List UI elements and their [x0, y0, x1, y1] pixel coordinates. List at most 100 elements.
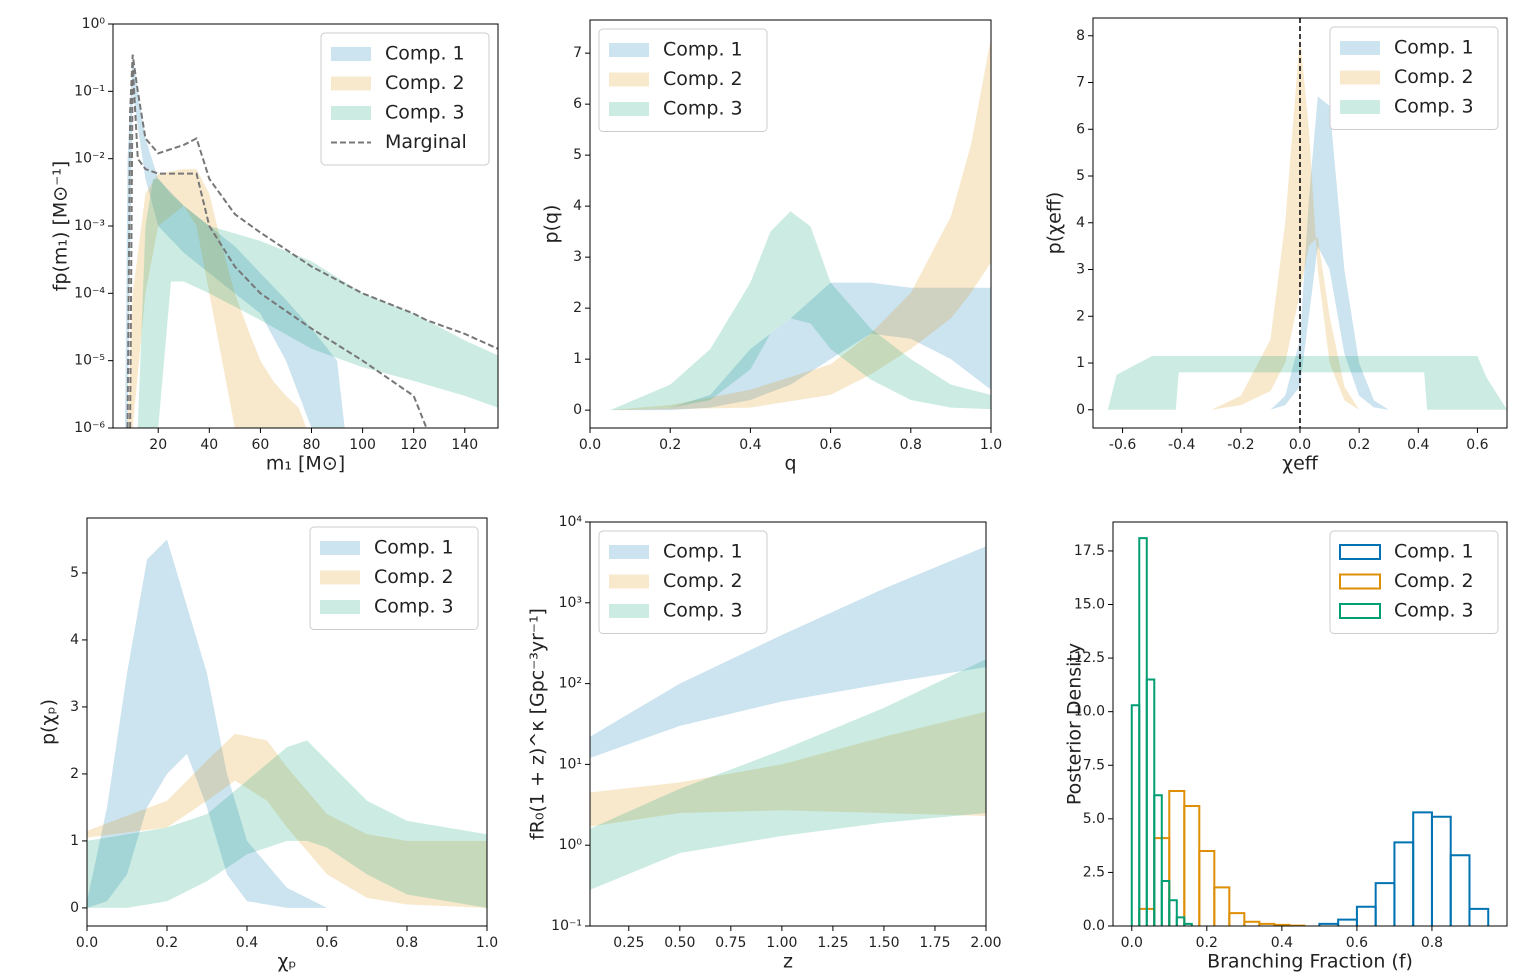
histogram-bin [1183, 804, 1201, 926]
legend-swatch [331, 76, 371, 91]
legend-box [309, 526, 479, 630]
legend-label: Comp. 3 [385, 102, 465, 124]
histogram-bin [1355, 905, 1377, 926]
band [127, 169, 307, 428]
y-tick-label: 4 [573, 198, 582, 214]
panel: 0.25 0.50 0.75 1.00 1.25 1.50 1.75 2.00 10⁻¹ 10⁰ 1… [527, 514, 1002, 973]
marginal-line [129, 64, 428, 428]
legend-label: Comp. 1 [1394, 37, 1474, 59]
band [87, 539, 327, 908]
legend-swatch [320, 600, 360, 614]
x-tick-label: 0.4 [1407, 437, 1429, 453]
legend-swatch [1340, 41, 1380, 55]
y-tick-label: 1 [573, 351, 582, 367]
histogram-bin [1374, 882, 1396, 926]
y-tick-label: 10⁴ [559, 514, 583, 530]
x-tick-label: 0.2 [1196, 935, 1218, 951]
x-tick-label: 0.2 [659, 437, 681, 453]
y-tick-label: 10⁻⁶ [74, 420, 105, 436]
axes-frame [1092, 17, 1508, 429]
y-tick-label: 1 [1076, 355, 1085, 371]
y-tick-label: 6 [1076, 121, 1085, 137]
legend-swatch [609, 545, 649, 559]
legend-label: Comp. 2 [1394, 66, 1474, 88]
histogram-bin [1393, 841, 1415, 926]
y-axis-label: fp(m₁) [M⊙⁻¹] [50, 161, 72, 292]
legend-label: Comp. 1 [1394, 541, 1474, 563]
legend-swatch [609, 102, 649, 116]
legend-swatch [1340, 70, 1380, 85]
panel: -0.6 -0.4 -0.2 0.0 0.2 0.4 0.6 0 1 2 3 4 5 6 7 8 χeff p(χ… [1044, 17, 1508, 475]
y-axis-label: p(χₚ) [38, 699, 60, 745]
axes-frame [112, 23, 499, 429]
band [87, 740, 487, 908]
histogram-bin [1160, 879, 1171, 926]
y-tick-label: 5 [573, 147, 582, 163]
y-tick-label: 4 [1076, 215, 1085, 231]
x-tick-label: 0.6 [1346, 935, 1368, 951]
plot-area [1130, 537, 1490, 926]
y-tick-label: 7 [573, 45, 582, 61]
y-tick-label: 0.0 [1083, 918, 1105, 934]
band [590, 659, 986, 890]
legend-swatch [1339, 603, 1381, 619]
x-tick-label: 0.0 [579, 437, 601, 453]
y-tick-label: 7 [1076, 75, 1085, 91]
histogram-bin [1130, 704, 1141, 926]
y-tick-label: 10⁰ [82, 16, 106, 32]
y-tick-label: 5 [1076, 168, 1085, 184]
band [1270, 96, 1389, 410]
legend: Comp. 1 Comp. 2 Comp. 3 [1329, 26, 1499, 130]
legend-label: Marginal [385, 131, 467, 153]
panel: 0.0 0.2 0.4 0.6 0.8 0.0 2.5 5.0 7.5 10.0 12.5 15.0 1… [1064, 521, 1508, 973]
y-tick-label: 10² [559, 676, 582, 692]
legend-label: Comp. 3 [374, 596, 454, 618]
x-tick-label: 0.0 [1121, 935, 1143, 951]
y-tick-label: 10⁻³ [74, 218, 105, 234]
x-tick-label: 1.00 [766, 935, 797, 951]
x-tick-label: 20 [149, 437, 167, 453]
histogram-bin [1198, 849, 1216, 926]
legend-box [598, 530, 768, 634]
x-tick-label: 2.00 [970, 935, 1001, 951]
x-axis-label: m₁ [M⊙] [266, 453, 345, 475]
legend-swatch [331, 47, 371, 61]
band [137, 178, 498, 428]
x-tick-label: 0.75 [715, 935, 746, 951]
x-axis-label: Branching Fraction (f) [1207, 951, 1413, 973]
x-tick-label: 40 [200, 437, 218, 453]
x-tick-label: 0.2 [1348, 437, 1370, 453]
legend-swatch [320, 570, 360, 585]
x-tick-label: 140 [451, 437, 478, 453]
y-tick-label: 2 [1076, 308, 1085, 324]
legend: Comp. 1 Comp. 2 Comp. 3 [598, 530, 768, 634]
legend-label: Comp. 3 [1394, 96, 1474, 118]
legend-box [320, 32, 490, 166]
legend-label: Comp. 2 [385, 72, 465, 94]
legend-swatch [609, 604, 649, 618]
y-tick-label: 10⁻² [74, 151, 105, 167]
y-tick-label: 7.5 [1083, 757, 1105, 773]
legend-label: Comp. 3 [663, 600, 743, 622]
y-axis-label: Posterior Density [1064, 643, 1086, 805]
x-axis-label: χₚ [277, 951, 296, 973]
legend: Comp. 1 Comp. 2 Comp. 3 [1329, 530, 1499, 634]
y-axis-label: fR₀(1 + z)^κ [Gpc⁻³yr⁻¹] [527, 608, 549, 840]
axes-frame [589, 521, 987, 927]
y-tick-label: 12.5 [1074, 650, 1105, 666]
x-tick-label: 1.0 [476, 935, 498, 951]
histogram-bin [1175, 916, 1186, 926]
legend: Comp. 1 Comp. 2 Comp. 3 Marginal [320, 32, 490, 166]
x-tick-label: 0.0 [1289, 437, 1311, 453]
x-tick-label: 0.8 [396, 935, 418, 951]
band [590, 711, 986, 827]
y-tick-label: 4 [70, 632, 79, 648]
x-tick-label: -0.2 [1227, 437, 1254, 453]
axes-frame [1112, 521, 1508, 927]
band [87, 733, 487, 908]
x-tick-label: 0.0 [76, 935, 98, 951]
panel: 20 40 60 80 100 120 140 10⁻⁶ 10⁻⁵ 10⁻⁴ 10⁻³ 10⁻² 10⁻… [50, 16, 499, 475]
y-tick-label: 10¹ [559, 756, 582, 772]
legend-label: Comp. 1 [385, 43, 465, 65]
